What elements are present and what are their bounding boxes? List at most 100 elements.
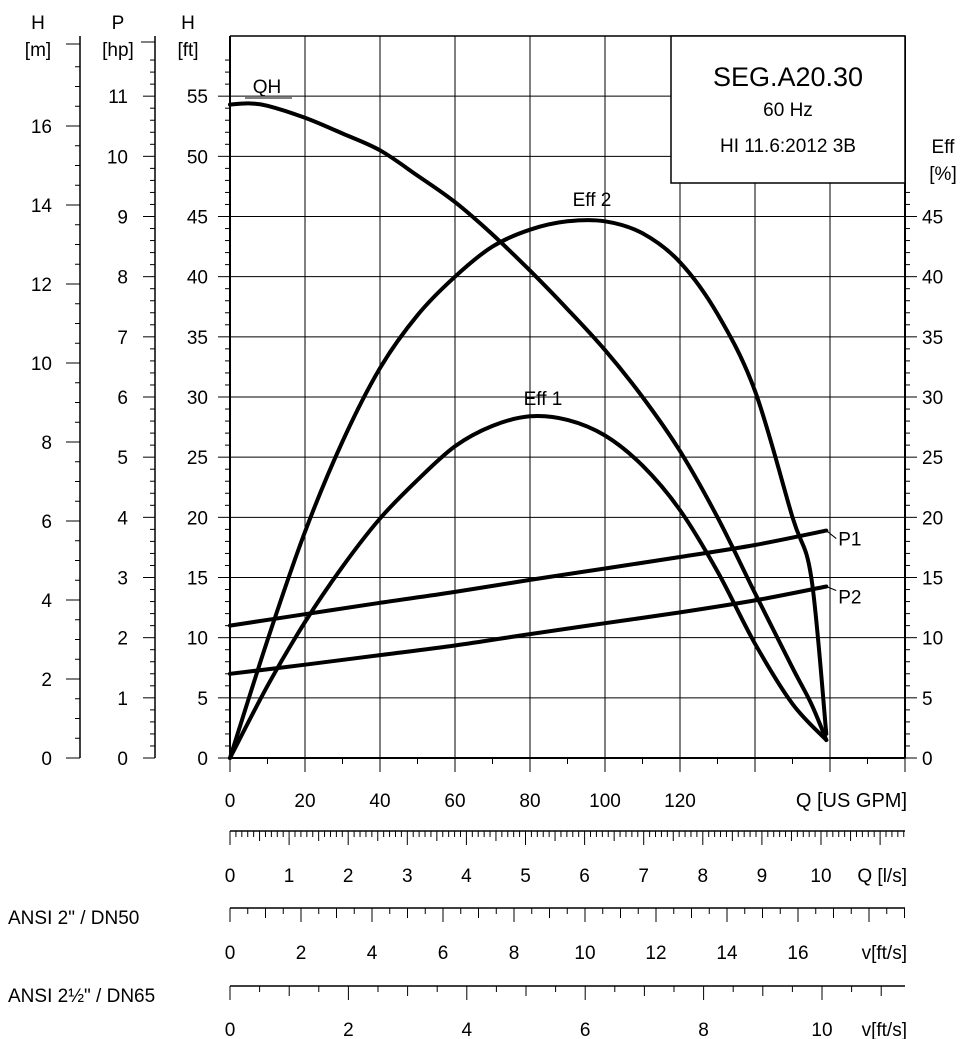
h-meters-tick-label: 0 [41,749,52,770]
q-gpm-tick-label: 0 [225,791,236,812]
curves-layer [228,101,829,760]
eff-tick-label: 25 [922,448,943,469]
power-tick-label: 7 [117,328,128,349]
axes-layer: 0510152025303540455055012345678910110246… [31,35,943,812]
axis-unit-power: [hp] [102,40,134,61]
q-gpm-tick-label: 40 [369,791,390,812]
eff-tick-label: 0 [922,749,933,770]
h-feet-tick-label: 10 [187,629,208,650]
q-ls-tick-label: 3 [402,866,413,887]
power-tick-label: 9 [117,208,128,229]
eff-tick-label: 15 [922,569,943,590]
axis-unit-eff: [%] [929,164,956,185]
h-feet-tick-label: 35 [187,328,208,349]
dn50-unit: v[ft/s] [862,943,907,964]
curve-label-leader-p2 [826,586,837,591]
x-axis-label: Q [US GPM] [796,790,907,812]
q-ls-tick-label: 5 [520,866,531,887]
dn50-tick-label: 10 [574,943,595,964]
curve-label-p1: P1 [838,530,861,551]
dn65-tick-label: 2 [343,1020,354,1039]
power-tick-label: 3 [117,569,128,590]
power-tick-label: 4 [117,508,128,529]
q-gpm-tick-label: 120 [664,791,696,812]
axis-symbol-power: P [112,13,125,34]
curve-qh [228,101,829,742]
axis-unit-h-feet: [ft] [177,40,198,61]
h-feet-tick-label: 55 [187,87,208,108]
q-ls-tick-label: 7 [638,866,649,887]
curve-eff-2 [228,218,829,760]
dn50-tick-label: 0 [225,943,236,964]
chart-frequency: 60 Hz [763,100,813,121]
curve-eff-1 [228,413,829,760]
h-feet-tick-label: 0 [197,749,208,770]
q-ls-tick-label: 2 [343,866,354,887]
dn50-label: ANSI 2" / DN50 [8,908,139,929]
labels-layer: QH Eff 2 Eff 1 P1 P2 [245,77,862,609]
dn50-tick-label: 2 [296,943,307,964]
q-ls-tick-label: 8 [698,866,709,887]
eff-tick-label: 10 [922,629,943,650]
h-feet-tick-label: 5 [197,689,208,710]
q-ls-tick-label: 9 [757,866,768,887]
h-meters-tick-label: 10 [31,354,52,375]
h-meters-tick-label: 16 [31,117,52,138]
dn65-tick-label: 6 [580,1020,591,1039]
q-ls-label: Q [l/s] [857,866,907,887]
h-feet-tick-label: 30 [187,388,208,409]
q-ls-tick-label: 10 [810,866,831,887]
curve-label-eff-2: Eff 2 [573,190,612,211]
h-meters-tick-label: 14 [31,196,53,217]
power-tick-label: 10 [107,147,128,168]
h-meters-tick-label: 2 [41,670,52,691]
dn65-unit: v[ft/s] [862,1020,907,1039]
q-gpm-tick-label: 80 [519,791,540,812]
h-meters-tick-label: 6 [41,512,52,533]
axis-unit-h-meters: [m] [25,40,51,61]
power-tick-label: 1 [117,689,128,710]
h-meters-tick-label: 12 [31,275,52,296]
chart-standard: HI 11.6:2012 3B [720,136,856,157]
eff-tick-label: 45 [922,208,943,229]
power-tick-label: 2 [117,629,128,650]
eff-tick-label: 5 [922,689,933,710]
power-tick-label: 6 [117,388,128,409]
power-tick-label: 5 [117,448,128,469]
scales-layer: 0 1 2 3 4 5 6 7 8 9 10 Q [l/s] ANSI 2" / DN50 0 2 4 6 8 10… [8,830,907,1039]
h-feet-tick-label: 20 [187,508,208,529]
curve-p2 [228,584,829,676]
dn65-tick-label: 0 [225,1020,236,1039]
eff-tick-label: 20 [922,508,943,529]
h-feet-tick-label: 15 [187,569,208,590]
dn50-tick-label: 16 [787,943,808,964]
curve-label-leader-p1 [825,530,837,539]
dn50-tick-label: 14 [716,943,738,964]
q-gpm-tick-label: 100 [589,791,621,812]
q-gpm-tick-label: 60 [444,791,465,812]
axis-headers: H [m] P [hp] H [ft] Eff [%] Q [US GPM] [25,13,957,812]
curve-p1 [228,528,829,628]
h-meters-tick-label: 4 [41,591,52,612]
q-ls-tick-label: 0 [225,866,236,887]
power-tick-label: 11 [108,87,128,108]
h-feet-tick-label: 50 [187,147,208,168]
title-box: SEG.A20.30 60 Hz HI 11.6:2012 3B [670,35,906,184]
dn65-label: ANSI 2½" / DN65 [8,986,155,1007]
h-feet-tick-label: 40 [187,268,208,289]
eff-tick-label: 30 [922,388,943,409]
h-feet-tick-label: 25 [187,448,208,469]
power-tick-label: 8 [117,268,128,289]
curve-label-eff-1: Eff 1 [524,389,563,410]
eff-tick-label: 40 [922,268,943,289]
dn65-tick-label: 8 [698,1020,709,1039]
dn50-tick-label: 12 [645,943,666,964]
dn50-tick-label: 4 [367,943,378,964]
q-gpm-tick-label: 20 [294,791,315,812]
dn50-tick-label: 6 [438,943,449,964]
dn65-tick-label: 4 [462,1020,473,1039]
power-tick-label: 0 [117,749,128,770]
axis-symbol-h-meters: H [31,13,45,34]
q-ls-tick-label: 4 [461,866,472,887]
